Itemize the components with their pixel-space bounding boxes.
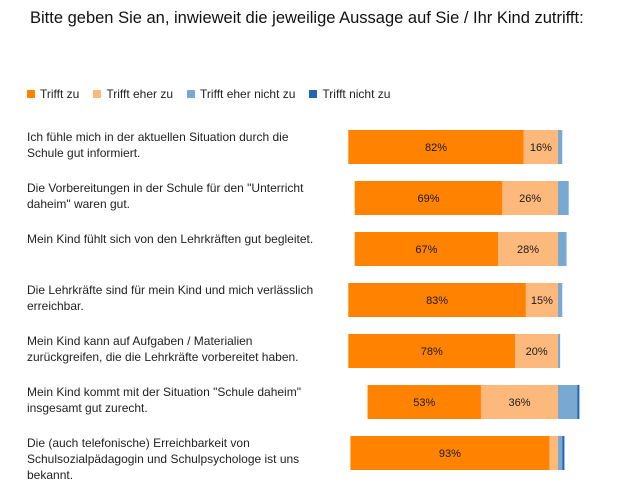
bar-group: 69% 26% <box>354 181 569 215</box>
bar-segment <box>577 385 580 419</box>
data-label: 53% <box>413 397 435 409</box>
category-label: Mein Kind kommt mit der Situation "Schul… <box>27 385 301 415</box>
bar-segment <box>350 436 550 470</box>
bar-segment <box>525 283 558 317</box>
bar-group: 93% <box>350 436 565 470</box>
bar-segment <box>354 181 503 215</box>
legend-label: Trifft nicht zu <box>322 87 391 101</box>
bar-segment <box>515 334 558 368</box>
bar-group: 53% 36% <box>367 385 580 419</box>
legend-swatch <box>187 90 196 98</box>
data-label: 36% <box>508 397 530 409</box>
legend-label: Trifft eher nicht zu <box>200 87 296 101</box>
legend-swatch <box>27 90 35 98</box>
bar-segment <box>558 334 561 368</box>
data-label: 93% <box>439 448 461 460</box>
bar-group: 78% 20% <box>348 334 561 368</box>
bar-segment <box>348 130 524 164</box>
bar-segment <box>348 334 516 368</box>
bar-segment <box>348 283 526 317</box>
bar-segment <box>498 232 558 266</box>
bar-segment <box>558 283 563 317</box>
category-label: Mein Kind kann auf Aufgaben / Materialie… <box>27 334 299 364</box>
data-label: 26% <box>519 193 541 205</box>
bar-segment <box>523 130 558 164</box>
legend-item: Trifft zu <box>27 87 79 101</box>
legend-item: Trifft eher nicht zu <box>187 87 295 101</box>
bar-segment <box>354 232 499 266</box>
data-label: 20% <box>526 346 548 358</box>
data-label: 78% <box>421 346 443 358</box>
bar-segment <box>562 436 565 470</box>
data-label: 83% <box>426 295 448 307</box>
data-label: 28% <box>517 244 539 256</box>
category-label: Die Lehrkräfte sind für mein Kind und mi… <box>27 283 314 313</box>
bar-segment <box>549 436 558 470</box>
legend-label: Trifft eher zu <box>106 87 174 101</box>
data-label: 15% <box>531 295 553 307</box>
chart-title: Bitte geben Sie an, inwieweit die jeweil… <box>30 9 584 27</box>
bar-segment <box>558 232 567 266</box>
bar-group: 67% 28% <box>354 232 567 266</box>
data-label: 16% <box>530 142 552 154</box>
bar-group: 83% 15% <box>348 283 563 317</box>
legend-item: Trifft eher zu <box>93 87 173 101</box>
legend-item: Trifft nicht zu <box>309 87 390 101</box>
data-label: 82% <box>425 142 447 154</box>
bar-segment <box>502 181 558 215</box>
category-label: Die Vorbereitungen in der Schule für den… <box>27 181 304 211</box>
bar-segment <box>558 130 563 164</box>
category-label: Ich fühle mich in der aktuellen Situatio… <box>27 130 289 160</box>
category-label: Die (auch telefonische) Erreichbarkeit v… <box>27 436 300 482</box>
bar-segment <box>558 181 569 215</box>
bar-group: 82% 16% <box>348 130 563 164</box>
legend: Trifft zu Trifft eher zu Trifft eher nicht… <box>27 86 404 102</box>
data-label: 67% <box>415 244 437 256</box>
bar-segment <box>558 436 563 470</box>
legend-label: Trifft zu <box>40 87 80 101</box>
bar-segment <box>480 385 558 419</box>
data-label: 69% <box>418 193 440 205</box>
bar-segment <box>558 385 578 419</box>
legend-swatch <box>309 90 318 98</box>
legend-swatch <box>93 90 102 98</box>
category-label: Mein Kind fühlt sich von den Lehrkräften… <box>27 232 314 246</box>
bar-segment <box>367 385 481 419</box>
